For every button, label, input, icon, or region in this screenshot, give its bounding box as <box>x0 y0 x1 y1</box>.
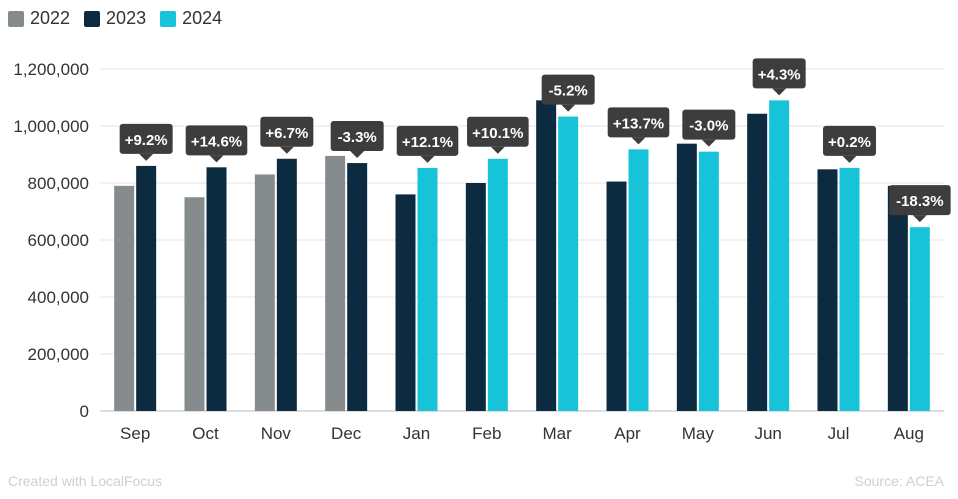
change-label-sep: +9.2% <box>125 132 168 149</box>
source-text: Source: ACEA <box>854 473 945 489</box>
bar-aug-2023 <box>887 185 908 411</box>
change-callout-pointer <box>209 155 224 163</box>
y-tick-label: 800,000 <box>28 174 89 193</box>
y-tick-label: 600,000 <box>28 231 89 250</box>
bar-apr-2023 <box>606 181 627 411</box>
bar-dec-2022 <box>325 155 346 411</box>
bar-feb-2023 <box>465 183 486 411</box>
change-label-oct: +14.6% <box>191 133 242 150</box>
bar-chart: 0 200,000 400,000 600,000 800,000 1,000,000 1,… <box>13 58 951 443</box>
x-tick-label: Nov <box>261 424 292 443</box>
change-callout-pointer <box>279 146 294 154</box>
bar-dec-2023 <box>347 163 368 411</box>
change-callout <box>541 74 595 105</box>
change-callout-pointer <box>561 104 576 112</box>
change-callout-pointer <box>631 137 646 145</box>
y-tick-label: 200,000 <box>28 345 89 364</box>
change-callout-pointer <box>912 215 927 223</box>
bar-mar-2023 <box>536 100 557 411</box>
x-tick-label: Dec <box>331 424 362 443</box>
legend: 2022 2023 2024 <box>8 8 222 29</box>
change-label-jan: +12.1% <box>402 134 453 151</box>
bar-jul-2024 <box>839 167 860 411</box>
y-tick-label: 400,000 <box>28 288 89 307</box>
legend-item-2022[interactable]: 2022 <box>8 8 70 29</box>
bar-jul-2023 <box>817 169 838 411</box>
change-callout <box>823 125 876 156</box>
legend-item-2024[interactable]: 2024 <box>160 8 222 29</box>
y-tick-label: 0 <box>80 402 89 421</box>
bar-sep-2023 <box>136 165 157 411</box>
change-label-may: -3.0% <box>689 118 728 135</box>
change-callout <box>682 109 736 140</box>
x-tick-label: Sep <box>120 424 150 443</box>
legend-label-2023: 2023 <box>106 8 147 28</box>
bar-may-2023 <box>676 143 697 412</box>
change-callout-pointer <box>420 155 435 163</box>
change-label-nov: +6.7% <box>265 125 308 142</box>
change-callout <box>752 58 806 89</box>
legend-label-2024: 2024 <box>182 8 223 28</box>
x-tick-label: May <box>682 424 715 443</box>
bar-nov-2023 <box>276 158 297 411</box>
x-tick-label: Apr <box>614 424 641 443</box>
change-callout-pointer <box>139 153 154 161</box>
bar-oct-2022 <box>184 197 205 411</box>
change-callout <box>119 123 173 154</box>
change-label-jul: +0.2% <box>828 134 871 151</box>
change-callout-pointer <box>701 139 716 147</box>
bar-feb-2024 <box>487 158 508 411</box>
bar-jan-2024 <box>417 167 438 411</box>
change-callout-pointer <box>772 88 787 96</box>
change-label-jun: +4.3% <box>758 66 801 83</box>
change-callout <box>467 116 529 147</box>
y-tick-label: 1,000,000 <box>13 117 89 136</box>
change-label-feb: +10.1% <box>472 125 523 142</box>
bar-jun-2023 <box>747 113 768 412</box>
change-label-apr: +13.7% <box>613 115 664 132</box>
x-tick-label: Feb <box>472 424 501 443</box>
credit-text[interactable]: Created with LocalFocus <box>8 473 163 489</box>
x-tick-label: Oct <box>192 424 219 443</box>
bar-mar-2024 <box>558 116 579 411</box>
bar-may-2024 <box>698 151 719 411</box>
legend-item-2023[interactable]: 2023 <box>84 8 146 29</box>
bar-nov-2022 <box>254 174 275 411</box>
change-label-aug: -18.3% <box>896 193 944 210</box>
x-tick-label: Jul <box>828 424 850 443</box>
change-label-dec: -3.3% <box>338 129 377 146</box>
bar-apr-2024 <box>628 149 649 411</box>
bar-sep-2022 <box>114 185 135 411</box>
x-tick-label: Aug <box>894 424 924 443</box>
change-callout <box>607 107 670 138</box>
change-callout-pointer <box>490 146 505 154</box>
change-callout <box>185 125 248 156</box>
change-callout <box>260 116 314 147</box>
change-callout <box>889 185 951 216</box>
bar-oct-2023 <box>206 167 227 411</box>
legend-swatch-2024 <box>160 10 177 27</box>
x-tick-label: Jan <box>403 424 430 443</box>
change-callout-pointer <box>842 155 857 163</box>
y-tick-label: 1,200,000 <box>13 60 89 79</box>
bar-jun-2024 <box>769 100 790 411</box>
bar-jan-2023 <box>395 194 416 411</box>
bar-aug-2024 <box>909 227 930 411</box>
x-tick-label: Mar <box>543 424 573 443</box>
change-callout-pointer <box>350 151 365 159</box>
change-label-mar: -5.2% <box>549 83 588 100</box>
change-callout <box>396 125 459 156</box>
legend-swatch-2023 <box>84 10 101 27</box>
x-tick-label: Jun <box>754 424 781 443</box>
change-callout <box>330 121 384 152</box>
legend-swatch-2022 <box>8 10 24 27</box>
legend-label-2022: 2022 <box>30 8 71 28</box>
